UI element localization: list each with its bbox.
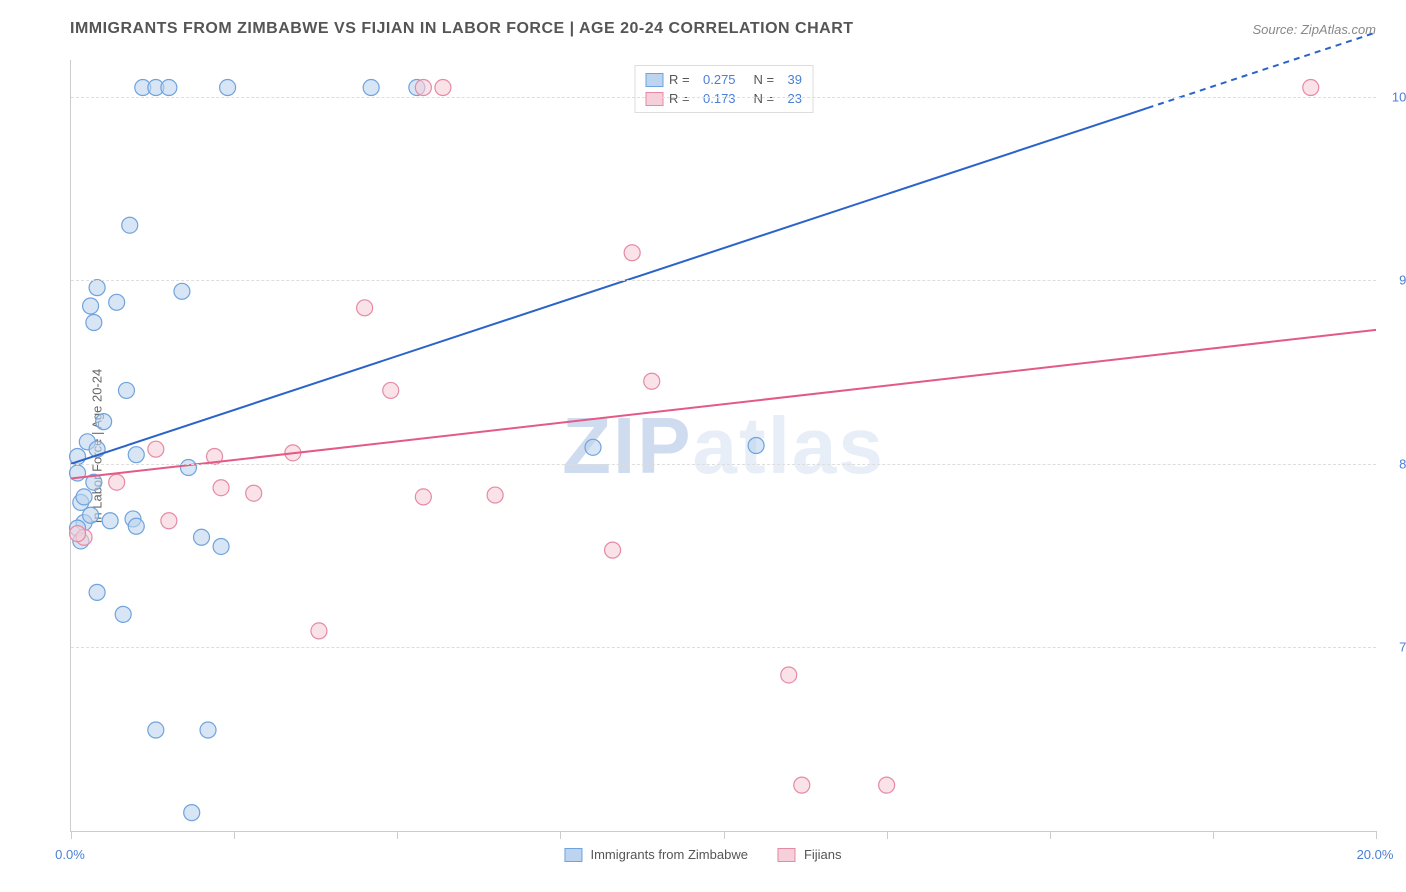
data-point xyxy=(89,280,105,296)
chart-container: IMMIGRANTS FROM ZIMBABWE VS FIJIAN IN LA… xyxy=(0,0,1406,892)
regression-line xyxy=(71,108,1148,464)
n-value-fijians: 23 xyxy=(788,91,802,106)
data-point xyxy=(200,722,216,738)
legend-item-fijians: Fijians xyxy=(778,847,842,862)
data-point xyxy=(102,513,118,529)
data-point xyxy=(83,298,99,314)
data-point xyxy=(89,584,105,600)
gridline xyxy=(71,647,1376,648)
r-value-zimbabwe: 0.275 xyxy=(703,72,736,87)
data-point xyxy=(357,300,373,316)
data-point xyxy=(415,489,431,505)
data-point xyxy=(115,606,131,622)
x-tick xyxy=(1050,831,1051,839)
data-point xyxy=(148,722,164,738)
data-point xyxy=(148,441,164,457)
data-point xyxy=(644,373,660,389)
y-tick-label: 70.0% xyxy=(1399,640,1406,655)
x-tick xyxy=(1376,831,1377,839)
series-legend: Immigrants from Zimbabwe Fijians xyxy=(564,847,841,862)
swatch-fijians xyxy=(645,92,663,106)
n-label: N = xyxy=(754,91,782,106)
scatter-plot-svg xyxy=(71,60,1376,831)
data-point xyxy=(76,489,92,505)
x-tick xyxy=(560,831,561,839)
swatch-zimbabwe xyxy=(645,73,663,87)
data-point xyxy=(174,283,190,299)
x-tick-label: 0.0% xyxy=(55,847,85,862)
data-point xyxy=(213,538,229,554)
data-point xyxy=(194,529,210,545)
x-tick xyxy=(1213,831,1214,839)
swatch-zimbabwe xyxy=(564,848,582,862)
data-point xyxy=(180,460,196,476)
r-label: R = xyxy=(669,91,697,106)
data-point xyxy=(213,480,229,496)
correlation-legend: R = 0.275 N = 39 R = 0.173 N = 23 xyxy=(634,65,813,113)
data-point xyxy=(70,526,86,542)
x-tick-label: 20.0% xyxy=(1357,847,1394,862)
data-point xyxy=(487,487,503,503)
data-point xyxy=(109,294,125,310)
gridline xyxy=(71,280,1376,281)
chart-plot-area: ZIPatlas R = 0.275 N = 39 R = 0.173 N = … xyxy=(70,60,1376,832)
data-point xyxy=(794,777,810,793)
data-point xyxy=(383,382,399,398)
data-point xyxy=(118,382,134,398)
data-point xyxy=(220,80,236,96)
data-point xyxy=(363,80,379,96)
r-label: R = xyxy=(669,72,697,87)
data-point xyxy=(184,805,200,821)
data-point xyxy=(1303,80,1319,96)
data-point xyxy=(128,518,144,534)
chart-title: IMMIGRANTS FROM ZIMBABWE VS FIJIAN IN LA… xyxy=(70,20,1376,38)
legend-label-zimbabwe: Immigrants from Zimbabwe xyxy=(590,847,747,862)
x-tick xyxy=(724,831,725,839)
data-point xyxy=(879,777,895,793)
legend-label-fijians: Fijians xyxy=(804,847,842,862)
data-point xyxy=(161,513,177,529)
data-point xyxy=(781,667,797,683)
n-value-zimbabwe: 39 xyxy=(788,72,802,87)
n-label: N = xyxy=(754,72,782,87)
gridline xyxy=(71,97,1376,98)
legend-item-zimbabwe: Immigrants from Zimbabwe xyxy=(564,847,747,862)
data-point xyxy=(605,542,621,558)
data-point xyxy=(748,438,764,454)
x-tick xyxy=(887,831,888,839)
regression-line xyxy=(71,330,1376,479)
legend-row-fijians: R = 0.173 N = 23 xyxy=(645,89,802,108)
x-tick xyxy=(234,831,235,839)
y-tick-label: 90.0% xyxy=(1399,273,1406,288)
gridline xyxy=(71,464,1376,465)
data-point xyxy=(83,507,99,523)
legend-row-zimbabwe: R = 0.275 N = 39 xyxy=(645,70,802,89)
x-tick xyxy=(71,831,72,839)
y-tick-label: 100.0% xyxy=(1392,89,1406,104)
data-point xyxy=(246,485,262,501)
data-point xyxy=(122,217,138,233)
r-value-fijians: 0.173 xyxy=(703,91,736,106)
data-point xyxy=(128,447,144,463)
data-point xyxy=(435,80,451,96)
data-point xyxy=(86,315,102,331)
data-point xyxy=(624,245,640,261)
y-tick-label: 80.0% xyxy=(1399,456,1406,471)
data-point xyxy=(585,439,601,455)
x-tick xyxy=(397,831,398,839)
data-point xyxy=(96,414,112,430)
chart-source: Source: ZipAtlas.com xyxy=(1252,22,1376,37)
swatch-fijians xyxy=(778,848,796,862)
data-point xyxy=(161,80,177,96)
data-point xyxy=(311,623,327,639)
data-point xyxy=(415,80,431,96)
data-point xyxy=(109,474,125,490)
